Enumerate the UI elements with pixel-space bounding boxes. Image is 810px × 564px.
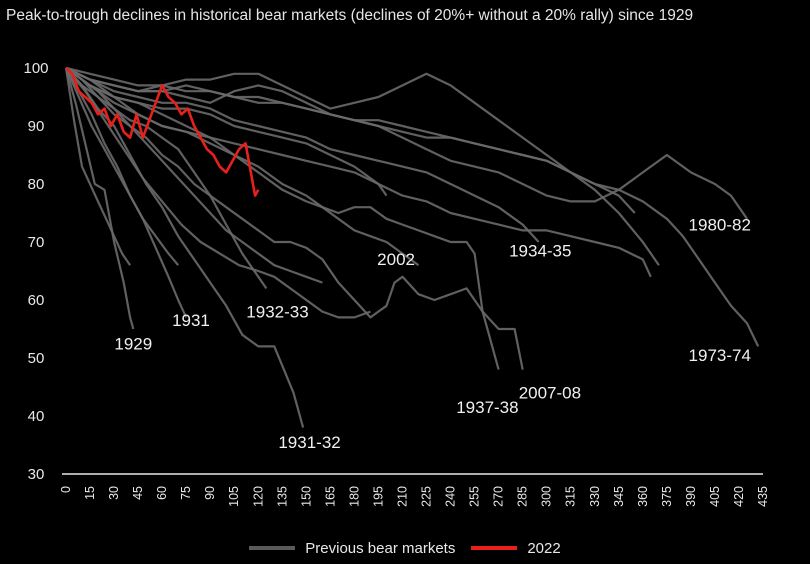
series-line-previous [65,67,500,370]
series-line-previous [65,67,371,319]
series-annotation: 2002 [377,250,415,269]
x-tick-label: 345 [612,486,626,507]
x-tick-label: 195 [371,486,385,507]
x-tick-label: 435 [756,486,770,507]
x-tick-label: 75 [179,486,193,500]
x-tick-label: 165 [323,486,337,507]
x-tick-label: 60 [155,486,169,500]
series-annotations: 1929 1931 1932-33 1931-32 2002 1934-35 1937-38… [114,215,751,452]
series-line-previous [64,67,132,266]
x-tick-label: 420 [732,486,746,507]
chart-title: Peak-to-trough declines in historical be… [6,7,694,24]
x-tick-label: 405 [708,486,722,507]
x-tick-label: 120 [251,486,265,507]
x-tick-label: 375 [660,486,674,507]
series-annotation: 1932-33 [246,302,308,321]
legend-swatch-2022 [471,546,518,550]
legend-swatch-previous [249,546,296,550]
x-tick-label: 300 [540,486,554,507]
series-annotation: 1931 [172,311,210,330]
series-annotation: 1937-38 [456,398,518,417]
y-tick-label: 30 [28,466,45,483]
x-tick-label: 150 [299,486,313,507]
y-tick-label: 70 [28,234,45,251]
x-tick-label: 255 [468,486,482,507]
series-line-previous [65,67,420,267]
y-axis-ticks: 100 90 80 70 60 50 40 30 [23,60,48,483]
legend: Previous bear markets 2022 [0,536,810,560]
previous-series-group [64,66,760,428]
x-tick-label: 330 [588,486,602,507]
x-tick-label: 135 [275,486,289,507]
legend-label-previous: Previous bear markets [305,539,456,557]
series-annotation: 1931-32 [278,433,340,452]
series-line-previous [64,67,180,266]
chart-plot: 100 90 80 70 60 50 40 30 0 15 30 45 60 75 90 105 120 135… [23,60,770,507]
x-axis-ticks: 0 15 30 45 60 75 90 105 120 135 150 165 180 195 210 225… [59,486,770,507]
series-line-previous [65,67,388,197]
series-line-2022 [65,67,260,197]
x-tick-label: 90 [203,486,217,500]
x-tick-label: 15 [83,486,97,500]
x-tick-label: 0 [59,486,73,493]
x-tick-label: 240 [444,486,458,507]
x-tick-label: 180 [347,486,361,507]
series-line-previous [65,67,323,284]
y-tick-label: 60 [28,292,45,309]
series-line-previous [65,67,760,347]
series-line-previous [65,67,524,370]
legend-label-2022: 2022 [527,539,561,557]
series-annotation: 1980-82 [689,215,751,234]
x-tick-label: 390 [684,486,698,507]
y-tick-label: 80 [28,176,45,193]
series-annotation: 1973-74 [689,346,751,365]
legend-item-previous: Previous bear markets [249,540,455,557]
current-series-group [65,67,260,197]
series-line-previous [65,67,748,220]
series-line-previous [64,67,135,330]
legend-item-2022: 2022 [471,539,561,557]
x-tick-label: 270 [492,486,506,507]
x-tick-label: 30 [107,486,121,500]
series-annotation: 2007-08 [519,384,581,403]
x-tick-label: 315 [564,486,578,507]
x-tick-label: 360 [636,486,650,507]
series-line-previous [65,67,305,428]
y-tick-label: 50 [28,350,45,367]
y-tick-label: 100 [23,60,48,77]
series-line-previous [65,67,268,290]
x-tick-label: 45 [131,486,145,500]
series-line-previous [65,67,540,243]
series-annotation: 1929 [114,334,152,353]
series-annotation: 1934-35 [509,242,571,261]
x-tick-label: 105 [227,486,241,507]
x-tick-label: 285 [516,486,530,507]
y-tick-label: 90 [28,118,45,135]
y-tick-label: 40 [28,408,45,425]
x-tick-label: 225 [420,486,434,507]
x-tick-label: 210 [395,486,409,507]
